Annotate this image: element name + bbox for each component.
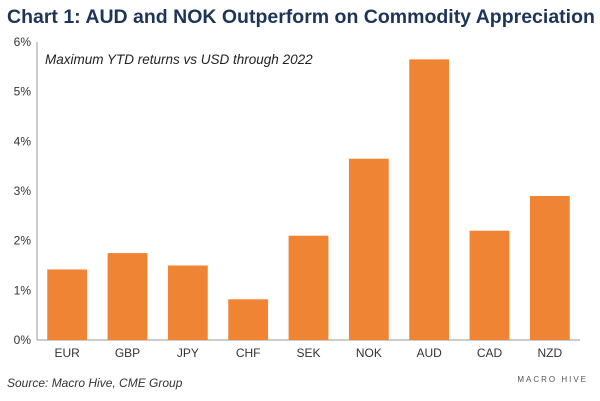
chart-title: Chart 1: AUD and NOK Outperform on Commo…: [7, 6, 595, 28]
chart-subtitle: Maximum YTD returns vs USD through 2022: [45, 52, 313, 67]
bar-aud: [409, 59, 450, 341]
y-tick-label: 0%: [14, 333, 32, 347]
x-tick-label-sek: SEK: [296, 346, 320, 360]
x-tick-label-nok: NOK: [356, 346, 382, 360]
y-tick-label: 1%: [14, 283, 32, 297]
bar-gbp: [107, 253, 148, 340]
logo-text: MACRO HIVE: [517, 375, 588, 384]
bar-nok: [348, 158, 389, 340]
bar-sek: [288, 235, 329, 340]
x-axis-ticks: EUR GBP JPY CHF SEK NOK AUD CAD NZD: [54, 346, 562, 360]
x-tick-label-eur: EUR: [54, 346, 80, 360]
y-tick-label: 2%: [14, 234, 32, 248]
bar-jpy: [167, 265, 208, 340]
x-tick-label-aud: AUD: [416, 346, 442, 360]
y-tick-label: 6%: [14, 35, 32, 49]
macro-hive-logo: MACRO HIVE: [517, 375, 588, 384]
y-tick-label: 5%: [14, 85, 32, 99]
bar-chf: [228, 299, 269, 340]
bars: [47, 59, 570, 341]
y-tick-label: 3%: [14, 184, 32, 198]
bar-nzd: [529, 195, 570, 340]
x-tick-label-cad: CAD: [477, 346, 503, 360]
bar-cad: [469, 230, 510, 340]
y-axis-ticks: 0% 1% 2% 3% 4% 5% 6%: [14, 35, 32, 347]
x-tick-label-jpy: JPY: [177, 346, 199, 360]
x-tick-label-gbp: GBP: [115, 346, 140, 360]
x-tick-label-nzd: NZD: [537, 346, 562, 360]
x-tick-label-chf: CHF: [236, 346, 261, 360]
source-note: Source: Macro Hive, CME Group: [7, 376, 183, 390]
y-tick-label: 4%: [14, 134, 32, 148]
bar-eur: [47, 269, 88, 340]
